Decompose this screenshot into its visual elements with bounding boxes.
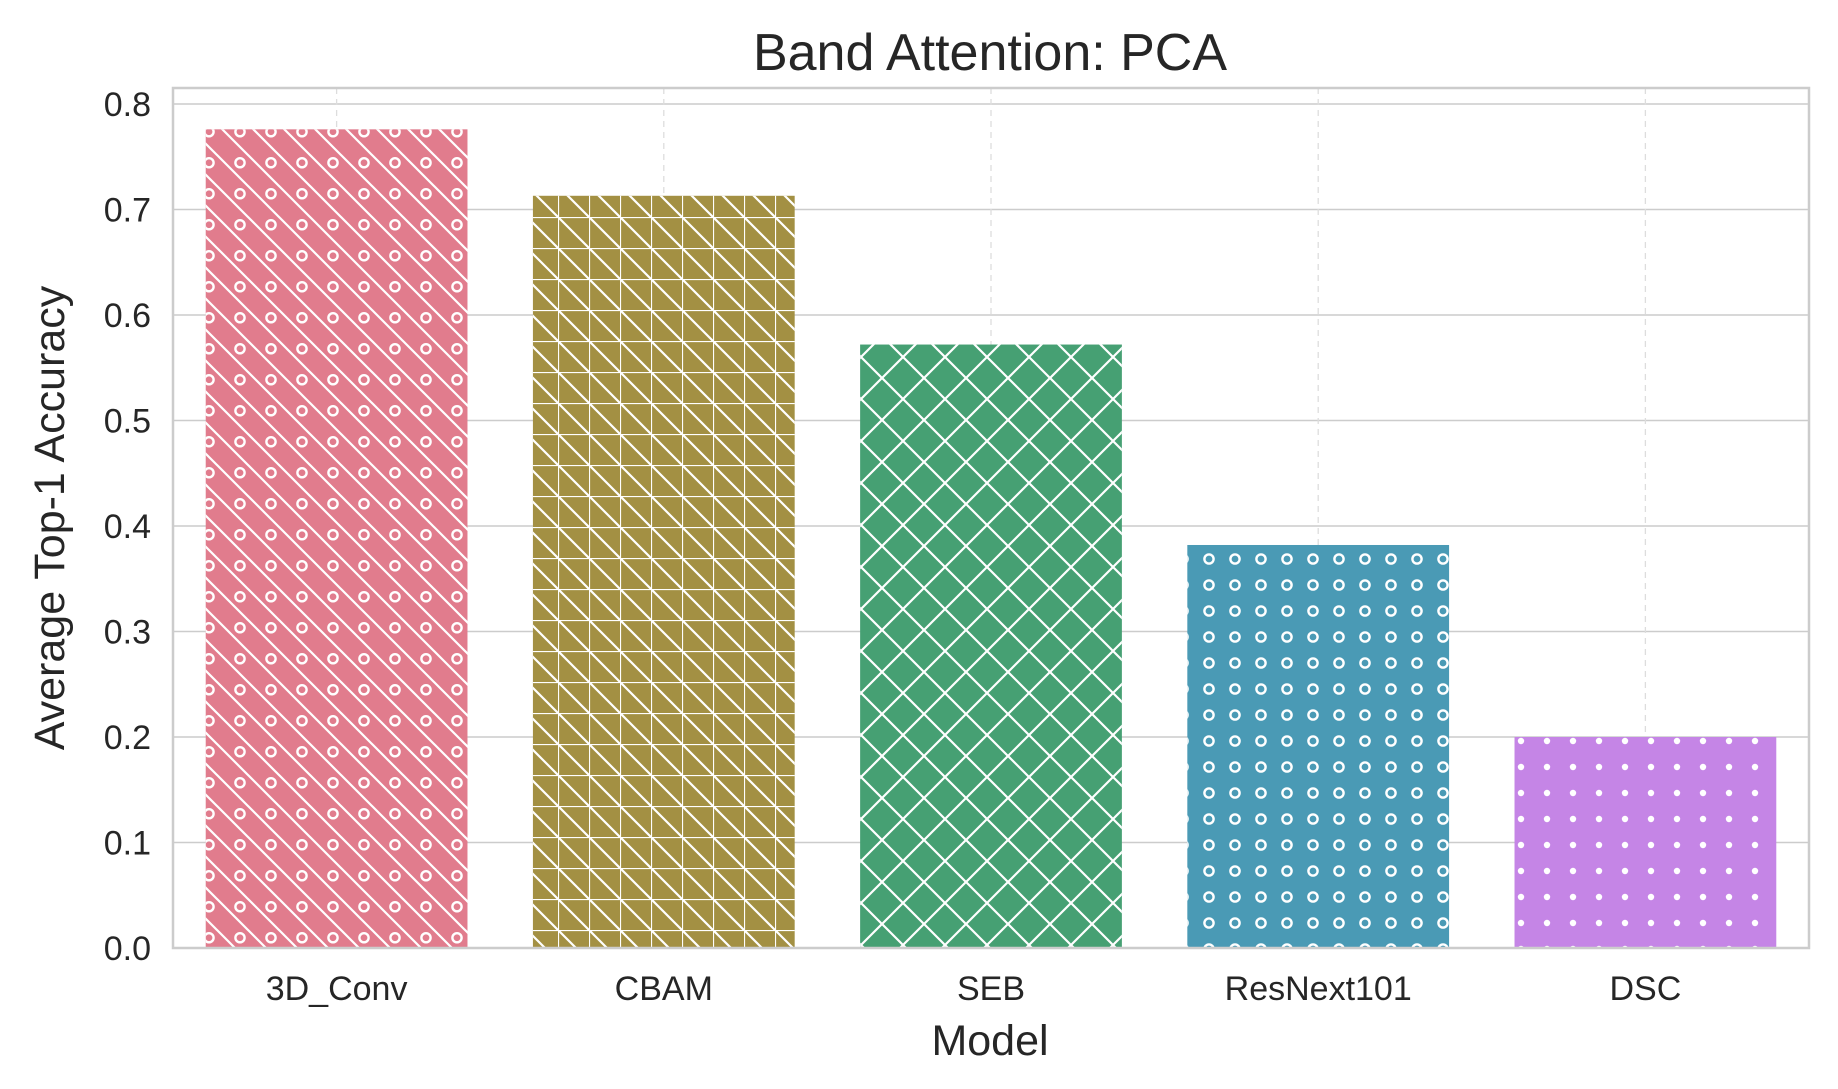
x-tick-label: SEB [957,970,1025,1008]
y-tick-labels: 0.0 0.1 0.2 0.3 0.4 0.5 0.6 0.7 0.8 [104,86,151,968]
y-tick-label: 0.8 [104,86,151,124]
bars [205,129,1777,948]
x-tick-label: DSC [1610,970,1682,1008]
x-tick-label: CBAM [615,970,713,1008]
y-tick-label: 0.3 [104,614,151,652]
y-tick-label: 0.6 [104,297,151,335]
plot-frame [171,86,1811,950]
bar-hatch [1187,544,1450,948]
y-tick-label: 0.2 [104,719,151,757]
chart-title: Band Attention: PCA [753,24,1227,82]
bar-hatch [1514,737,1777,948]
bar-hatch [860,344,1122,948]
y-tick-label: 0.4 [104,508,151,546]
x-tick-label: 3D_Conv [266,970,408,1008]
y-tick-label: 0.1 [104,825,151,863]
x-tick-label: ResNext101 [1225,970,1412,1008]
y-axis-label: Average Top-1 Accuracy [26,285,74,750]
bar-hatch [205,129,468,948]
y-tick-label: 0.7 [104,192,151,230]
y-tick-label: 0.5 [104,403,151,441]
bar-hatch [532,195,795,948]
x-tick-labels: 3D_Conv CBAM SEB ResNext101 DSC [266,970,1682,1008]
x-axis-label: Model [931,1017,1048,1065]
y-tick-label: 0.0 [104,930,151,968]
